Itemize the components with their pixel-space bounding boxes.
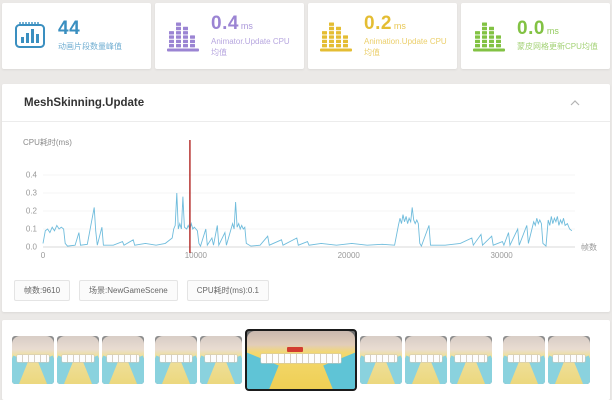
frame-thumbnail[interactable] xyxy=(57,336,99,384)
svg-text:20000: 20000 xyxy=(338,251,361,260)
game-screenshot xyxy=(57,336,99,384)
frame-thumbnail[interactable] xyxy=(360,336,402,384)
frame-filmstrip xyxy=(2,320,610,400)
cpu-time-line-chart[interactable]: 0.0 0.1 0.2 0.3 0.4 0 10000 20000 30000 帧数 xyxy=(2,122,610,312)
chevron-up-icon xyxy=(570,99,580,105)
frame-thumbnail[interactable] xyxy=(503,336,545,384)
meshskinning-chart-panel: MeshSkinning.Update CPU耗时(ms) 0.0 0.1 0.2 0… xyxy=(2,84,610,312)
stat-unit: ms xyxy=(393,21,406,32)
game-screenshot xyxy=(503,336,545,384)
selected-frame-tags: 帧数:9610 场景:NewGameScene CPU耗时(ms):0.1 xyxy=(14,280,278,301)
frame-thumbnail[interactable] xyxy=(102,336,144,384)
stat-label: 蒙皮网格更新CPU均值 xyxy=(517,42,598,52)
frame-thumbnail[interactable] xyxy=(405,336,447,384)
game-screenshot xyxy=(12,336,54,384)
game-screenshot xyxy=(360,336,402,384)
frame-number-tag: 帧数:9610 xyxy=(14,280,71,301)
game-screenshot xyxy=(405,336,447,384)
game-screenshot xyxy=(155,336,197,384)
frame-thumbnail[interactable] xyxy=(12,336,54,384)
stat-label: Animator.Update CPU均值 xyxy=(211,37,290,57)
svg-text:10000: 10000 xyxy=(185,251,208,260)
svg-text:0.1: 0.1 xyxy=(26,225,38,234)
stat-card-anim-clip-peak[interactable]: 44 动画片段数量峰值 xyxy=(2,3,151,69)
stat-value: 44 xyxy=(58,18,81,40)
game-screenshot xyxy=(102,336,144,384)
game-screenshot xyxy=(450,336,492,384)
game-screenshot xyxy=(200,336,242,384)
cpu-time-tag: CPU耗时(ms):0.1 xyxy=(186,280,269,301)
stat-card-animator-update[interactable]: 0.4 ms Animator.Update CPU均值 xyxy=(155,3,304,69)
frame-thumbnail[interactable] xyxy=(155,336,197,384)
chip-bar-chart-icon xyxy=(10,16,50,56)
y-axis-title: CPU耗时(ms) xyxy=(23,138,72,147)
frame-thumbnail-selected[interactable] xyxy=(245,329,357,391)
building-bars-icon xyxy=(316,16,356,56)
frame-thumbnail[interactable] xyxy=(200,336,242,384)
frame-thumbnail[interactable] xyxy=(450,336,492,384)
svg-text:0.3: 0.3 xyxy=(26,189,38,198)
svg-text:0.4: 0.4 xyxy=(26,171,38,180)
stat-label: Animation.Update CPU均值 xyxy=(364,37,447,57)
stat-value: 0.2 xyxy=(364,13,392,35)
svg-text:0.2: 0.2 xyxy=(26,207,38,216)
building-bars-icon xyxy=(163,16,203,56)
stat-value: 0.0 xyxy=(517,18,545,40)
stat-card-meshskinning-update[interactable]: 0.0 ms 蒙皮网格更新CPU均值 xyxy=(461,3,610,69)
svg-text:30000: 30000 xyxy=(490,251,513,260)
svg-text:0: 0 xyxy=(41,251,46,260)
stat-value: 0.4 xyxy=(211,13,239,35)
game-screenshot xyxy=(247,331,355,389)
panel-title: MeshSkinning.Update xyxy=(24,96,145,109)
panel-header: MeshSkinning.Update xyxy=(2,84,610,122)
stats-row: 44 动画片段数量峰值 0.4 ms Animator.Update CPU均值… xyxy=(2,3,610,69)
svg-text:帧数: 帧数 xyxy=(581,242,597,252)
stat-label: 动画片段数量峰值 xyxy=(58,42,122,52)
stat-unit: ms xyxy=(546,26,559,37)
scene-name-tag: 场景:NewGameScene xyxy=(79,280,178,301)
building-bars-icon xyxy=(469,16,509,56)
stat-unit: ms xyxy=(240,21,253,32)
game-screenshot xyxy=(548,336,590,384)
frame-thumbnail[interactable] xyxy=(548,336,590,384)
stat-card-animation-update[interactable]: 0.2 ms Animation.Update CPU均值 xyxy=(308,3,457,69)
collapse-panel-button[interactable] xyxy=(566,96,584,110)
svg-text:0.0: 0.0 xyxy=(26,243,38,252)
